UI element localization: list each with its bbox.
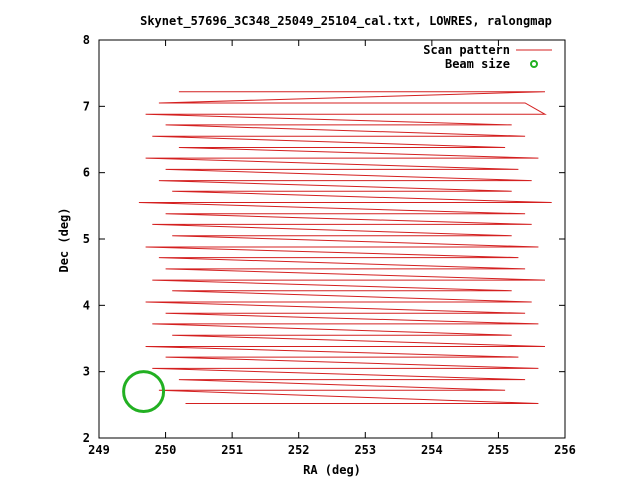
x-tick-label: 253 bbox=[354, 443, 376, 457]
x-tick-label: 255 bbox=[488, 443, 510, 457]
beam-size-circle bbox=[122, 370, 166, 413]
scan-pattern-line bbox=[138, 91, 552, 404]
y-tick-label: 8 bbox=[83, 33, 90, 47]
x-tick-label: 249 bbox=[88, 443, 110, 457]
legend-label-scan-pattern: Scan pattern bbox=[423, 43, 510, 57]
x-tick-label: 252 bbox=[288, 443, 310, 457]
y-tick-label: 7 bbox=[83, 99, 90, 113]
y-axis-label: Dec (deg) bbox=[57, 207, 71, 272]
legend-label-beam-size: Beam size bbox=[445, 57, 510, 71]
x-axis-label: RA (deg) bbox=[303, 463, 361, 477]
x-tick-label: 256 bbox=[554, 443, 576, 457]
y-tick-label: 2 bbox=[83, 431, 90, 445]
y-tick-label: 6 bbox=[83, 166, 90, 180]
x-tick-label: 250 bbox=[155, 443, 177, 457]
y-tick-label: 3 bbox=[83, 365, 90, 379]
chart-title: Skynet_57696_3C348_25049_25104_cal.txt, … bbox=[140, 14, 552, 29]
y-tick-label: 5 bbox=[83, 232, 90, 246]
y-tick-label: 4 bbox=[83, 298, 90, 312]
x-tick-label: 251 bbox=[221, 443, 243, 457]
plot-area bbox=[122, 91, 552, 413]
axis-ticks: 249 250 251 252 253 254 255 256 2 3 4 5 6 7 8 bbox=[83, 33, 576, 457]
legend-swatch-beam-size bbox=[530, 60, 538, 68]
legend: Scan pattern Beam size bbox=[423, 43, 552, 71]
x-tick-label: 254 bbox=[421, 443, 443, 457]
